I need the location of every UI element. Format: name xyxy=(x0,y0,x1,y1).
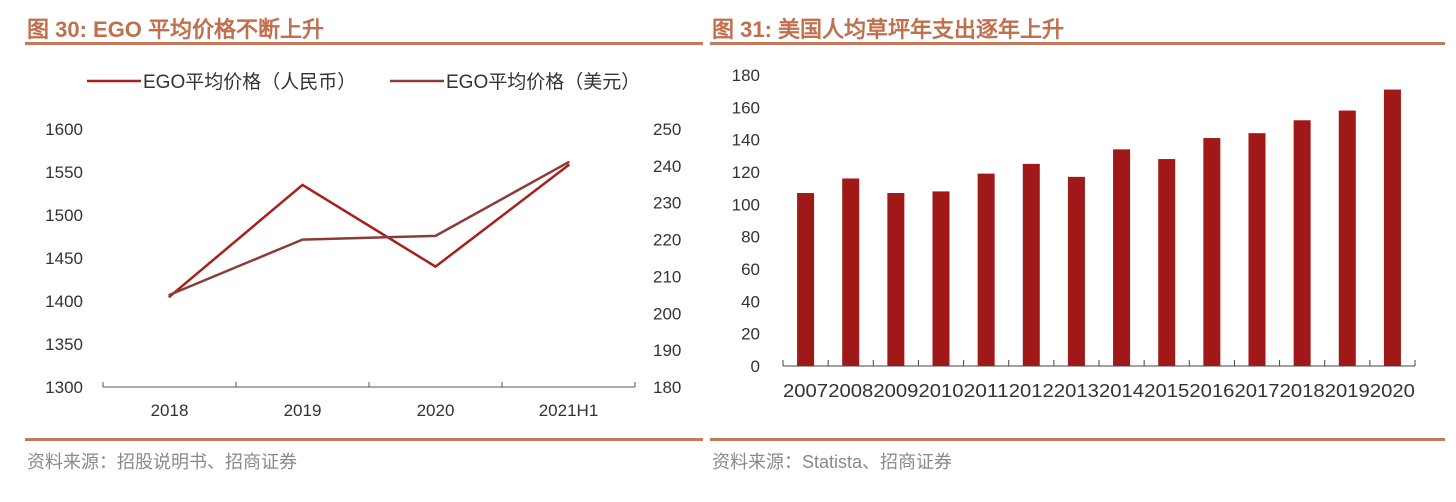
right-y-tick: 210 xyxy=(653,267,681,286)
right-y-tick: 250 xyxy=(653,120,681,139)
right-panel: 图 31: 美国人均草坪年支出逐年上升 0 20 40 60 80 100 120 140 16… xyxy=(710,0,1445,502)
x-tick-label: 2019 xyxy=(284,401,322,420)
x-tick-label: 2017 xyxy=(1235,381,1280,401)
figure-30-title: 图 30: EGO 平均价格不断上升 xyxy=(27,17,325,42)
x-tick-label: 2007 xyxy=(783,381,828,401)
bar-2013 xyxy=(1067,176,1085,366)
data-point xyxy=(168,293,171,297)
x-tick-label: 2014 xyxy=(1099,381,1144,401)
right-y-tick: 220 xyxy=(653,231,681,250)
title-rule xyxy=(710,42,1445,45)
data-point xyxy=(567,163,570,167)
bar-2016 xyxy=(1203,138,1221,366)
bar-2020 xyxy=(1383,89,1401,367)
x-tick-label: 2013 xyxy=(1054,381,1099,401)
bar-2008 xyxy=(842,178,860,366)
data-point xyxy=(434,234,437,238)
right-y-tick: 200 xyxy=(653,304,681,323)
x-tick-label: 2018 xyxy=(151,401,189,420)
x-tick-label: 2009 xyxy=(873,381,918,401)
left-y-tick: 1500 xyxy=(45,206,83,225)
data-point xyxy=(168,295,171,298)
source-note: 资料来源：Statista、招商证券 xyxy=(712,452,953,472)
bar-2015 xyxy=(1158,159,1176,366)
left-y-tick: 1400 xyxy=(45,292,83,311)
y-tick: 20 xyxy=(741,325,760,344)
data-point xyxy=(301,183,304,187)
y-tick: 60 xyxy=(741,260,760,279)
bar-2014 xyxy=(1113,149,1131,366)
y-tick: 140 xyxy=(732,131,760,150)
footer-rule xyxy=(710,438,1445,441)
x-tick-label: 2021H1 xyxy=(539,401,599,420)
x-tick-label: 2012 xyxy=(1009,381,1054,401)
x-tick-label: 2008 xyxy=(828,381,873,401)
bar-2018 xyxy=(1293,120,1311,367)
bar-2010 xyxy=(932,191,950,366)
x-tick-label: 2019 xyxy=(1325,381,1370,401)
data-point xyxy=(434,265,437,268)
y-tick: 40 xyxy=(741,292,760,311)
left-y-tick: 1550 xyxy=(45,163,83,182)
right-y-tick: 240 xyxy=(653,157,681,176)
right-y-tick: 190 xyxy=(653,341,681,360)
legend-label: EGO平均价格（人民币） xyxy=(143,71,356,93)
left-y-tick: 1300 xyxy=(45,378,83,397)
legend-label: EGO平均价格（美元） xyxy=(446,71,640,93)
series-line-1 xyxy=(168,164,570,298)
bar-2011 xyxy=(977,173,995,366)
right-y-tick: 230 xyxy=(653,194,681,213)
source-note: 资料来源：招股说明书、招商证券 xyxy=(27,452,297,472)
data-point xyxy=(301,238,304,241)
y-tick: 0 xyxy=(751,357,760,376)
x-tick-label: 2020 xyxy=(417,401,455,420)
x-tick-label: 2010 xyxy=(919,381,964,401)
bar-chart: 0 20 40 60 80 100 120 140 160 180 2007 2008 2009 2010… xyxy=(732,66,1416,401)
series-line-2 xyxy=(169,161,570,297)
x-tick-label: 2011 xyxy=(964,381,1009,401)
y-tick: 80 xyxy=(741,228,760,247)
left-y-tick: 1450 xyxy=(45,249,83,268)
y-tick: 180 xyxy=(732,66,760,85)
footer-rule xyxy=(25,438,703,441)
data-point xyxy=(567,160,570,164)
x-tick-label: 2015 xyxy=(1144,381,1189,401)
left-y-tick: 1350 xyxy=(45,335,83,354)
y-tick: 120 xyxy=(732,163,760,182)
bar-2019 xyxy=(1338,110,1356,366)
x-tick-label: 2016 xyxy=(1189,381,1234,401)
bar-2012 xyxy=(1022,163,1040,366)
y-tick: 160 xyxy=(732,98,760,117)
title-rule xyxy=(25,42,703,45)
figure-31-title: 图 31: 美国人均草坪年支出逐年上升 xyxy=(712,17,1065,42)
x-tick-label: 2020 xyxy=(1370,381,1415,401)
line-chart: 1300 1350 1400 1450 1500 1550 1600 180 190 200 210… xyxy=(45,71,681,420)
right-y-tick: 180 xyxy=(653,378,681,397)
x-tick-label: 2018 xyxy=(1280,381,1325,401)
bar-2007 xyxy=(797,193,815,366)
y-tick: 100 xyxy=(732,195,760,214)
left-panel: 图 30: EGO 平均价格不断上升 1300 1350 1400 1450 1500 1… xyxy=(25,0,703,502)
bar-2009 xyxy=(887,193,905,366)
left-y-tick: 1600 xyxy=(45,120,83,139)
bar-2017 xyxy=(1248,133,1266,366)
